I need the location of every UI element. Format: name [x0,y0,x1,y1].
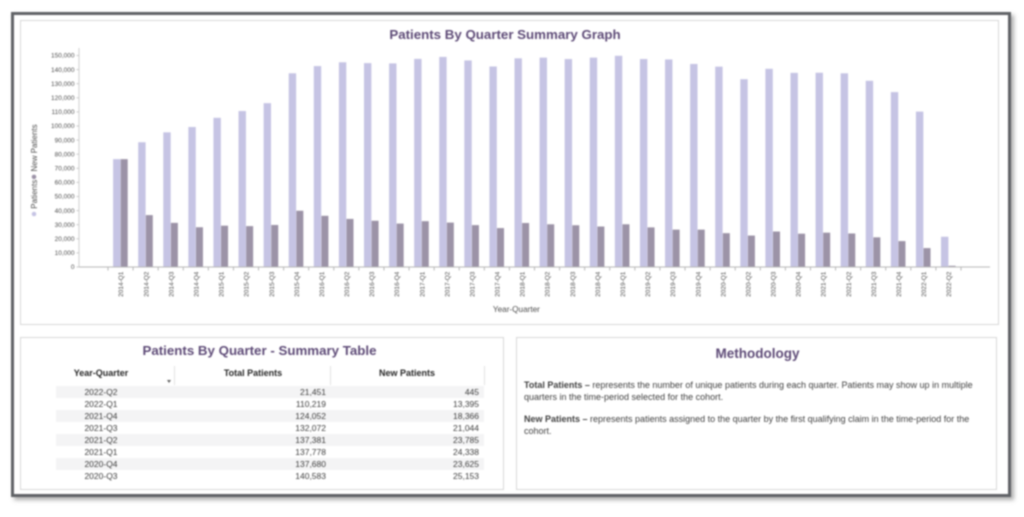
svg-text:2019-Q4: 2019-Q4 [695,271,702,297]
svg-text:New Patients: New Patients [30,124,39,171]
svg-text:0: 0 [71,264,75,271]
svg-text:2022-Q2: 2022-Q2 [946,271,953,297]
svg-text:2014-Q1: 2014-Q1 [118,271,125,297]
svg-text:2022-Q1: 2022-Q1 [921,271,928,297]
svg-text:2021-Q3: 2021-Q3 [871,271,878,297]
svg-text:2014-Q4: 2014-Q4 [194,271,201,297]
svg-text:60,000: 60,000 [55,180,75,187]
svg-text:2017-Q4: 2017-Q4 [495,271,502,297]
svg-text:80,000: 80,000 [55,151,75,158]
svg-text:2018-Q3: 2018-Q3 [570,271,577,297]
svg-text:2014-Q2: 2014-Q2 [143,271,150,297]
svg-text:Year-Quarter: Year-Quarter [493,305,540,314]
svg-text:2015-Q1: 2015-Q1 [219,271,226,297]
svg-text:2019-Q3: 2019-Q3 [670,271,677,297]
svg-text:130,000: 130,000 [51,81,75,88]
svg-text:2015-Q4: 2015-Q4 [294,271,301,297]
svg-text:2018-Q1: 2018-Q1 [520,271,527,297]
svg-text:70,000: 70,000 [55,166,75,173]
svg-text:2020-Q4: 2020-Q4 [796,271,803,297]
svg-text:2017-Q1: 2017-Q1 [419,271,426,297]
svg-text:10,000: 10,000 [55,250,75,257]
svg-text:2020-Q1: 2020-Q1 [720,271,727,297]
svg-text:2021-Q2: 2021-Q2 [846,271,853,297]
svg-text:Patients: Patients [30,180,39,209]
svg-text:2020-Q3: 2020-Q3 [771,271,778,297]
svg-text:30,000: 30,000 [55,222,75,229]
svg-text:2021-Q4: 2021-Q4 [896,271,903,297]
svg-text:40,000: 40,000 [55,208,75,215]
svg-text:150,000: 150,000 [51,53,75,60]
svg-text:2017-Q3: 2017-Q3 [469,271,476,297]
svg-text:2021-Q1: 2021-Q1 [821,271,828,297]
svg-text:2017-Q2: 2017-Q2 [444,271,451,297]
svg-text:2014-Q3: 2014-Q3 [168,271,175,297]
svg-text:2019-Q1: 2019-Q1 [620,271,627,297]
svg-text:110,000: 110,000 [51,109,74,116]
svg-text:100,000: 100,000 [51,123,75,130]
svg-text:2016-Q2: 2016-Q2 [344,271,351,297]
svg-text:2020-Q2: 2020-Q2 [745,271,752,297]
svg-text:20,000: 20,000 [55,236,75,243]
svg-text:2016-Q3: 2016-Q3 [369,271,376,297]
svg-text:120,000: 120,000 [51,95,75,102]
svg-text:2018-Q4: 2018-Q4 [595,271,602,297]
svg-text:2016-Q1: 2016-Q1 [319,271,326,297]
svg-text:2019-Q2: 2019-Q2 [645,271,652,297]
svg-text:140,000: 140,000 [51,67,75,74]
svg-text:2015-Q2: 2015-Q2 [244,271,251,297]
svg-text:90,000: 90,000 [55,137,75,144]
svg-text:50,000: 50,000 [55,194,75,201]
svg-text:2016-Q4: 2016-Q4 [394,271,401,297]
svg-text:2015-Q3: 2015-Q3 [269,271,276,297]
svg-text:2018-Q2: 2018-Q2 [545,271,552,297]
